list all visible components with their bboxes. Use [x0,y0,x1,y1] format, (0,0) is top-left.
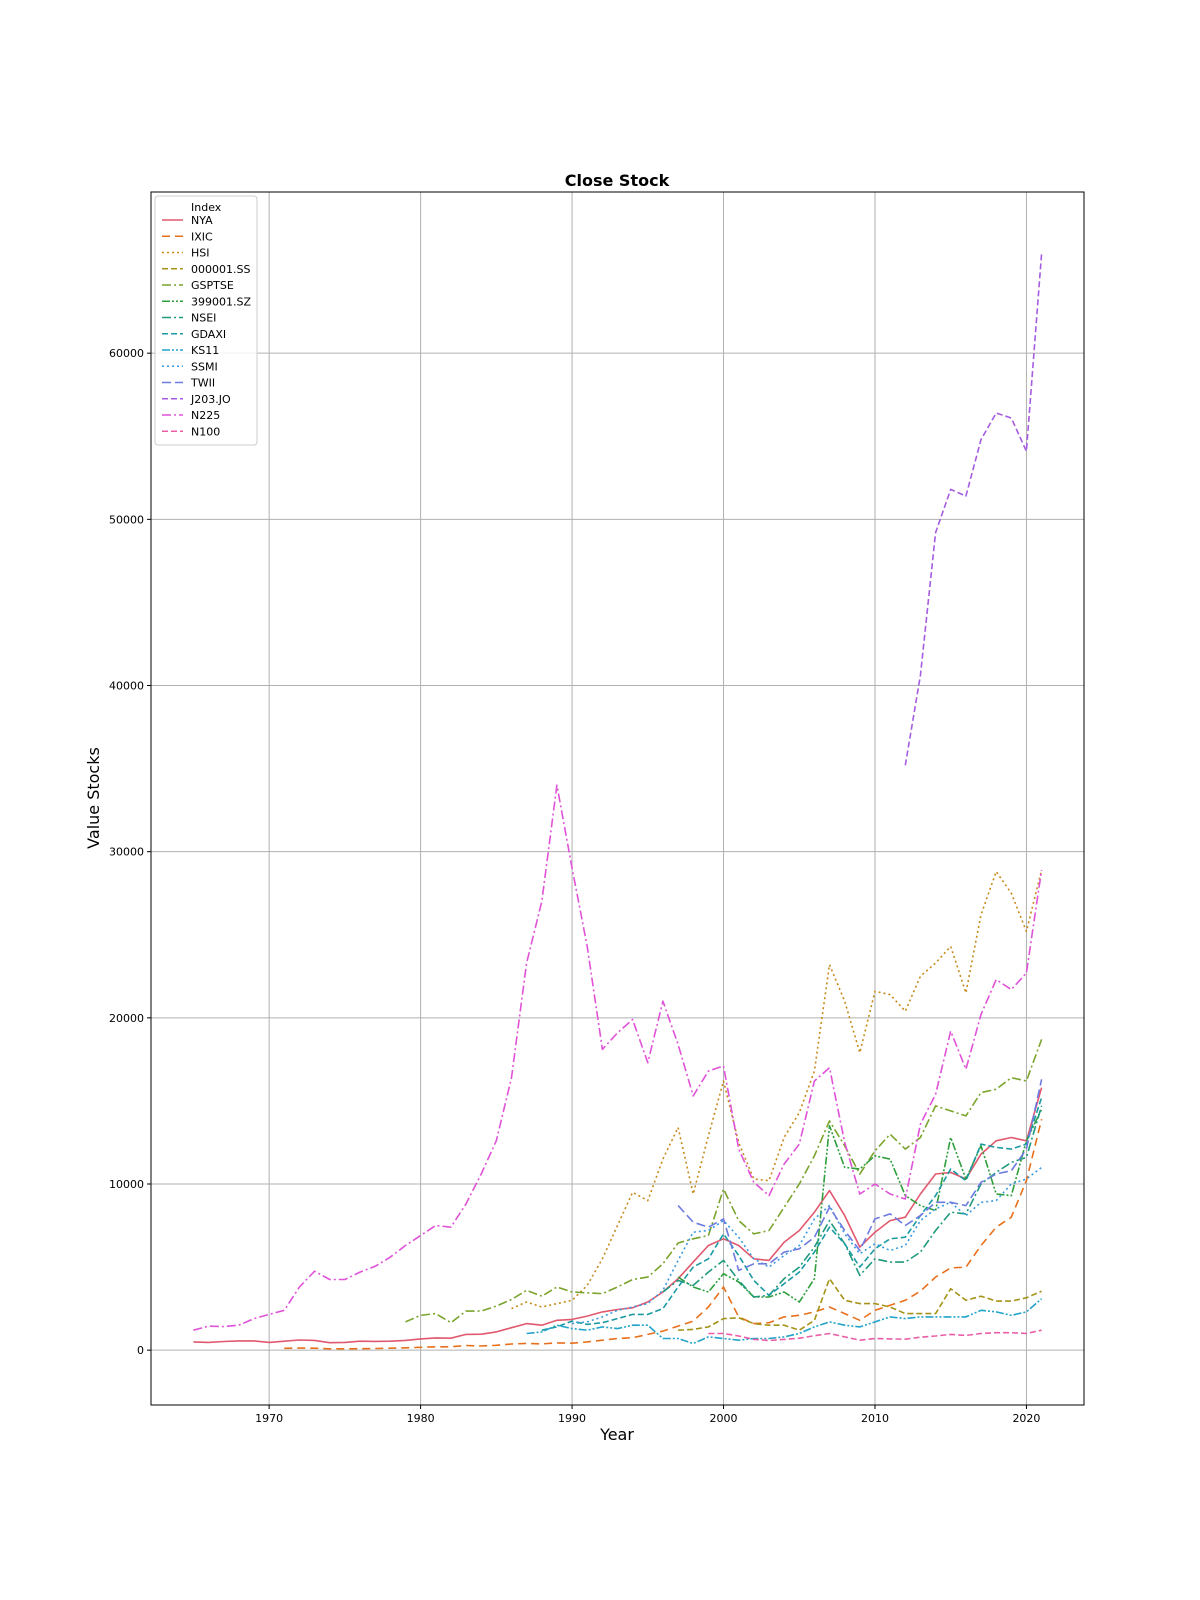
legend-entry-twii: TWII [190,377,215,390]
y-axis-ticks: 0 10000 20000 30000 40000 50000 60000 [109,347,151,1357]
series-line-j203-jo [904,253,1043,766]
y-tick-label: 20000 [109,1012,144,1025]
series-line-ixic [284,1119,1043,1350]
legend-title: Index [191,201,222,214]
series-line-000001-ss [678,1277,1042,1331]
legend-entry-gsptse: GSPTSE [191,279,234,292]
legend: Index NYA IXIC HSI 000001.SS GSPTSE 399001.SZ… [154,195,258,446]
legend-entry-j203-jo: J203.JO [190,393,231,406]
series-line-hsi [511,869,1043,1310]
x-axis-label: Year [599,1425,634,1444]
y-tick-label: 40000 [109,680,144,693]
legend-entry-ks11: KS11 [191,344,219,357]
series-line-n100 [708,1329,1042,1342]
x-tick-label: 2010 [861,1412,889,1425]
x-tick-label: 2020 [1012,1412,1040,1425]
series-line-nya [193,1087,1043,1344]
series-layer [193,253,1043,1350]
grid-lines [151,192,1084,1405]
x-tick-label: 2000 [710,1412,738,1425]
chart-title: Close Stock [565,171,670,190]
series-line-gsptse [405,1039,1043,1324]
series-line-ks11 [526,1298,1043,1345]
y-tick-label: 30000 [109,846,144,859]
plot-frame [150,191,1085,1406]
y-tick-label: 10000 [109,1178,144,1191]
y-tick-label: 50000 [109,513,144,526]
series-line-twii [677,1079,1043,1272]
y-tick-label: 60000 [109,347,144,360]
legend-entry-ixic: IXIC [191,230,213,243]
series-line-gdaxi [541,1097,1043,1331]
series-line-nsei [662,1105,1043,1298]
legend-entry-000001-ss: 000001.SS [191,263,250,276]
x-axis-ticks: 1970 1980 1990 2000 2010 2020 [255,1405,1040,1425]
legend-entry-hsi: HSI [191,247,210,260]
legend-entry-ssmi: SSMI [191,360,218,373]
legend-entry-n100: N100 [191,425,220,438]
legend-entry-nsei: NSEI [191,312,216,325]
legend-entry-399001-sz: 399001.SZ [191,295,251,308]
y-tick-label: 0 [137,1344,144,1357]
x-tick-label: 1980 [407,1412,435,1425]
series-line-n225 [193,784,1043,1331]
x-tick-label: 1970 [255,1412,283,1425]
legend-entry-n225: N225 [191,409,220,422]
legend-entry-nya: NYA [191,214,213,227]
x-tick-label: 1990 [558,1412,586,1425]
series-line-399001-sz [677,1108,1043,1303]
series-line-ssmi [572,1166,1043,1325]
y-axis-label: Value Stocks [84,747,103,849]
legend-entry-gdaxi: GDAXI [191,328,226,341]
